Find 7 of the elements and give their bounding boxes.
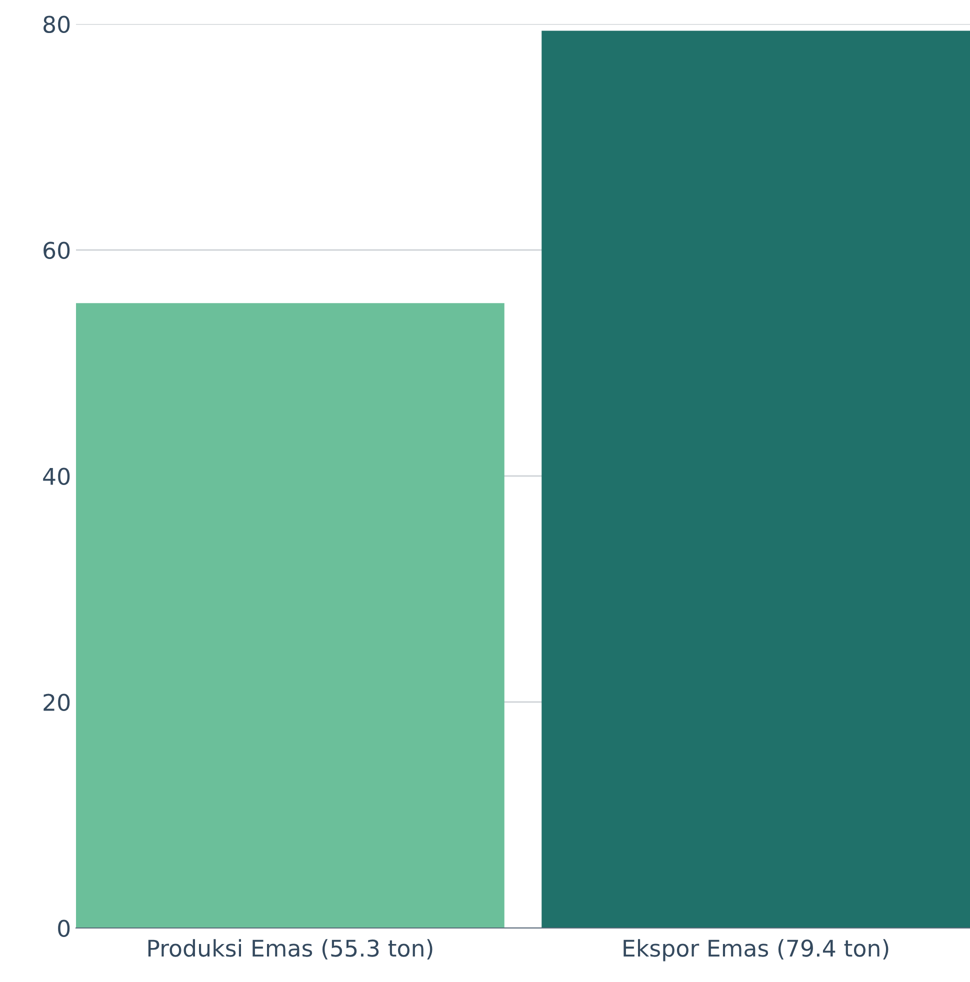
y-tick-label: 40 (43, 468, 70, 486)
y-tick-label: 0 (58, 920, 70, 938)
y-tick-label: 80 (44, 16, 70, 34)
y-tick-label: 20 (44, 694, 70, 712)
y-tick-label: 60 (44, 242, 70, 260)
x-tick-label: Produksi Emas (55.3 ton) (148, 939, 432, 960)
x-tick-label: Ekspor Emas (79.4 ton) (624, 939, 888, 962)
